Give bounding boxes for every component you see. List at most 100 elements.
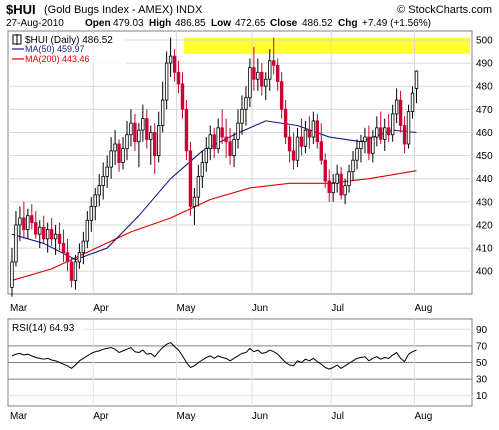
candle-body xyxy=(57,233,62,244)
candle-body xyxy=(236,122,240,140)
candle-body xyxy=(121,148,125,163)
candle-body xyxy=(26,215,30,230)
candle xyxy=(367,125,371,161)
candle-body xyxy=(383,127,387,140)
price-tick-430: 430 xyxy=(476,197,493,208)
candle xyxy=(57,222,62,251)
candle xyxy=(160,81,165,133)
candle-body xyxy=(85,219,90,242)
candle-body xyxy=(89,206,93,221)
candle-body xyxy=(137,129,141,143)
rsi-tick-90: 90 xyxy=(476,325,488,336)
candle xyxy=(291,132,296,170)
rsi-tick-50: 50 xyxy=(476,358,488,369)
low-label: Low xyxy=(211,18,231,29)
price-month-label-apr: Apr xyxy=(93,303,109,314)
close-label: Close xyxy=(270,18,298,29)
candle-body xyxy=(53,233,58,240)
price-tick-500: 500 xyxy=(476,35,493,46)
candle xyxy=(363,127,367,154)
candle-body xyxy=(339,173,343,196)
candle xyxy=(220,109,224,144)
candle xyxy=(252,46,256,91)
legend-ma200: MA(200) 443.46 xyxy=(25,54,90,64)
candle-body xyxy=(367,136,371,154)
candle xyxy=(97,174,101,207)
candle xyxy=(347,164,351,193)
candle xyxy=(30,204,34,230)
candle xyxy=(379,111,383,144)
candle xyxy=(268,49,272,91)
candle-body xyxy=(133,122,137,143)
candle xyxy=(61,229,66,262)
candle-body xyxy=(141,118,145,131)
candle-body xyxy=(315,120,320,143)
candle xyxy=(145,109,149,149)
candle-body xyxy=(264,78,268,87)
candle xyxy=(133,113,137,151)
candle xyxy=(22,201,26,239)
candle-body xyxy=(180,83,185,110)
candle xyxy=(208,125,212,161)
candle-body xyxy=(10,261,14,288)
candle xyxy=(303,120,308,154)
rsi-month-label-mar: Mar xyxy=(10,411,28,422)
candle xyxy=(295,127,300,168)
candle-body xyxy=(379,127,383,140)
candle xyxy=(375,116,379,147)
candle xyxy=(93,187,97,221)
candle-body xyxy=(73,261,78,281)
candle-body xyxy=(291,150,296,161)
candle xyxy=(42,215,46,244)
candle xyxy=(240,95,244,135)
candle xyxy=(216,118,220,154)
candle xyxy=(65,238,70,272)
candle xyxy=(10,248,14,297)
candle-body xyxy=(97,185,101,196)
candle-body xyxy=(275,64,280,82)
candle xyxy=(212,127,216,158)
rsi-month-label-apr: Apr xyxy=(93,411,109,422)
candle-body xyxy=(224,136,228,143)
candle-body xyxy=(145,118,149,140)
candle xyxy=(73,255,78,290)
candle xyxy=(125,120,129,161)
candle xyxy=(192,187,197,225)
rsi-panel: 10 30 50 70 90 RSI(14) 64.93 Mar Apr May Jun Jul… xyxy=(7,318,488,422)
candle xyxy=(117,139,121,172)
brand-link[interactable]: © StockCharts.com xyxy=(397,4,492,16)
candle-body xyxy=(331,182,335,193)
rsi-tick-70: 70 xyxy=(476,341,488,352)
price-month-label-jun: Jun xyxy=(252,303,268,314)
candle-body xyxy=(406,111,411,145)
candle-body xyxy=(327,180,331,193)
candle-body xyxy=(196,175,201,198)
candle-body xyxy=(323,159,327,182)
candle xyxy=(244,86,248,126)
price-month-label-aug: Aug xyxy=(414,303,432,314)
candle-body xyxy=(22,217,26,230)
candle xyxy=(398,90,403,133)
candle xyxy=(141,104,145,142)
candle-body xyxy=(252,67,256,80)
candle xyxy=(168,37,173,77)
candle xyxy=(319,123,323,165)
candle-body xyxy=(208,134,212,150)
candle-body xyxy=(414,70,419,89)
candle xyxy=(26,208,30,239)
high-value: 486.85 xyxy=(175,18,206,29)
candle-body xyxy=(129,122,133,136)
candle xyxy=(137,123,141,168)
candle-body xyxy=(117,143,121,163)
candle xyxy=(34,211,38,239)
low-value: 472.65 xyxy=(235,18,266,29)
candle-body xyxy=(188,150,193,207)
candle-body xyxy=(244,97,248,110)
open-value: 479.03 xyxy=(113,18,144,29)
candle-body xyxy=(248,67,252,99)
candle xyxy=(410,86,415,119)
candle xyxy=(402,116,407,154)
candle xyxy=(77,243,82,269)
rsi-month-label-jun: Jun xyxy=(252,411,268,422)
candle-body xyxy=(375,127,379,138)
